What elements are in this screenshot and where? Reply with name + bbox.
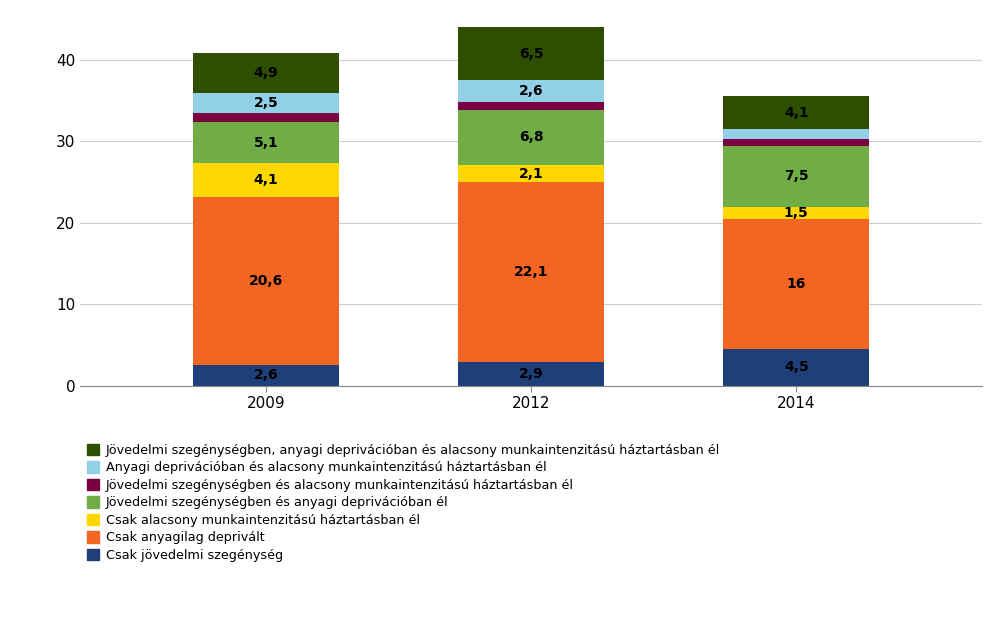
Bar xyxy=(458,110,604,165)
Text: 16: 16 xyxy=(787,277,806,291)
Bar xyxy=(458,182,604,362)
Text: 2,1: 2,1 xyxy=(519,167,543,181)
Text: 2,6: 2,6 xyxy=(519,84,543,98)
Bar xyxy=(192,93,339,113)
Text: 4,5: 4,5 xyxy=(784,361,809,374)
Bar xyxy=(723,145,870,206)
Bar xyxy=(192,197,339,365)
Text: 4,1: 4,1 xyxy=(254,173,279,187)
Text: 22,1: 22,1 xyxy=(514,265,548,279)
Text: 4,1: 4,1 xyxy=(784,105,809,120)
Bar xyxy=(723,349,870,386)
Bar xyxy=(192,365,339,386)
Text: 6,5: 6,5 xyxy=(519,47,543,61)
Bar xyxy=(458,362,604,386)
Bar xyxy=(458,80,604,102)
Bar xyxy=(723,206,870,219)
Bar xyxy=(458,165,604,182)
Text: 5,1: 5,1 xyxy=(254,136,279,150)
Bar xyxy=(192,53,339,93)
Text: 2,5: 2,5 xyxy=(254,96,279,110)
Text: 6,8: 6,8 xyxy=(519,131,543,145)
Bar xyxy=(458,28,604,80)
Bar xyxy=(723,219,870,349)
Bar xyxy=(723,96,870,129)
Text: 20,6: 20,6 xyxy=(248,274,283,287)
Text: 7,5: 7,5 xyxy=(784,169,809,183)
Text: 2,9: 2,9 xyxy=(519,367,543,381)
Bar xyxy=(192,122,339,163)
Bar xyxy=(192,113,339,122)
Text: 2,6: 2,6 xyxy=(254,368,279,382)
Text: 1,5: 1,5 xyxy=(784,206,809,220)
Bar xyxy=(723,129,870,139)
Text: 4,9: 4,9 xyxy=(254,66,279,80)
Bar xyxy=(723,139,870,145)
Bar xyxy=(192,163,339,197)
Bar xyxy=(458,102,604,110)
Legend: Jövedelmi szegénységben, anyagi deprivációban és alacsony munkaintenzitású házta: Jövedelmi szegénységben, anyagi deprivác… xyxy=(86,444,720,562)
